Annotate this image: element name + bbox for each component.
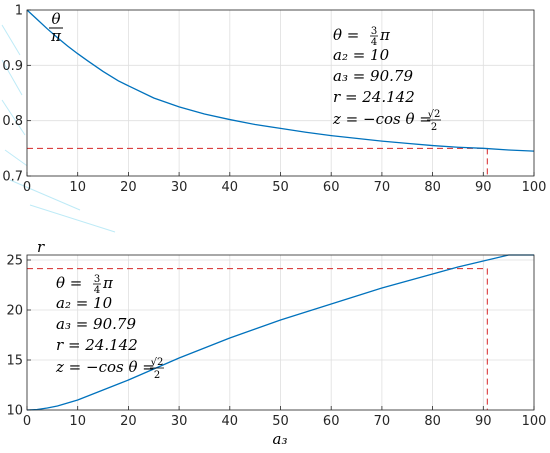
annotation-r: r = 24.142 [56,336,138,354]
left-streak-artifacts [1,24,116,233]
x-tick-label: 60 [323,414,340,429]
reference-lines [27,268,488,410]
x-tick-label: 60 [323,180,340,195]
annotation-theta-lhs: θ = [333,26,359,44]
x-tick-label: 70 [374,180,391,195]
y-tick-label: 25 [6,254,23,269]
annotation-a3: a₃ = 90.79 [56,315,136,333]
y-tick-label: 20 [6,304,23,319]
y-tick-label: 10 [6,404,23,419]
ylabel-numerator: θ [51,10,60,28]
x-tick-label: 90 [475,180,492,195]
annotation-a2: a₂ = 10 [333,46,390,64]
x-tick-label: 80 [424,414,441,429]
x-tick-label: 70 [374,414,391,429]
series-line [26,254,534,411]
x-tick-label: 20 [120,414,137,429]
x-tick-label: 10 [69,414,86,429]
annotation-r: r = 24.142 [333,88,415,106]
annotation-z-den: 2 [154,370,160,381]
annotation-theta-lhs: θ = [56,274,82,292]
y-tick-label: 0.9 [2,59,23,74]
annotation-theta-rhs: π [102,274,114,292]
x-tick-label: 80 [424,180,441,195]
annotation-z-lhs: z = −cos θ = [332,110,432,128]
x-tick-label: 30 [171,414,188,429]
x-tick-label: 40 [222,180,239,195]
annotation-theta-num: 3 [94,274,100,285]
x-tick-label: 100 [522,414,547,429]
y-axis-label: r [37,238,45,256]
annotation-z-num: √2 [151,357,164,368]
x-axis-label: a₃ [273,430,288,448]
x-tick-label: 0 [23,414,31,429]
annotation-z-den: 2 [431,122,437,133]
theta-over-pi-panel: 0 10 20 30 40 50 60 70 80 90 100 0.7 0.8 0.9 1 θ π θ =… [2,4,546,196]
parameter-annotation: θ = 3 4 π a₂ = 10 a₃ = 90.79 r = 24.142 … [332,26,441,133]
x-tick-label: 10 [69,180,86,195]
x-tick-label: 40 [222,414,239,429]
y-tick-label: 0.8 [2,114,23,129]
annotation-theta-den: 4 [94,285,100,296]
x-tick-label: 100 [522,180,547,195]
reference-lines [27,147,488,176]
annotation-z-num: √2 [428,109,441,120]
x-tick-label: 20 [120,180,137,195]
x-tick-label: 90 [475,414,492,429]
y-tick-label: 0.7 [2,170,23,185]
parameter-annotation: θ = 3 4 π a₂ = 10 a₃ = 90.79 r = 24.142 … [55,274,164,381]
y-axis-label: θ π [49,10,63,45]
annotation-z-lhs: z = −cos θ = [55,358,155,376]
annotation-theta-num: 3 [371,26,377,37]
annotation-a3: a₃ = 90.79 [333,67,413,85]
tick-labels: 0 10 20 30 40 50 60 70 80 90 100 0.7 0.8 0.9 1 [2,4,546,196]
annotation-theta-den: 4 [371,37,377,48]
ylabel-denominator: π [50,27,62,45]
x-tick-label: 50 [272,180,289,195]
annotation-theta-rhs: π [379,26,391,44]
series-line [26,9,535,152]
x-tick-label: 0 [23,180,31,195]
x-tick-label: 50 [272,414,289,429]
annotation-a2: a₂ = 10 [56,294,113,312]
x-tick-label: 30 [171,180,188,195]
y-tick-label: 15 [6,354,23,369]
y-tick-label: 1 [15,4,23,19]
